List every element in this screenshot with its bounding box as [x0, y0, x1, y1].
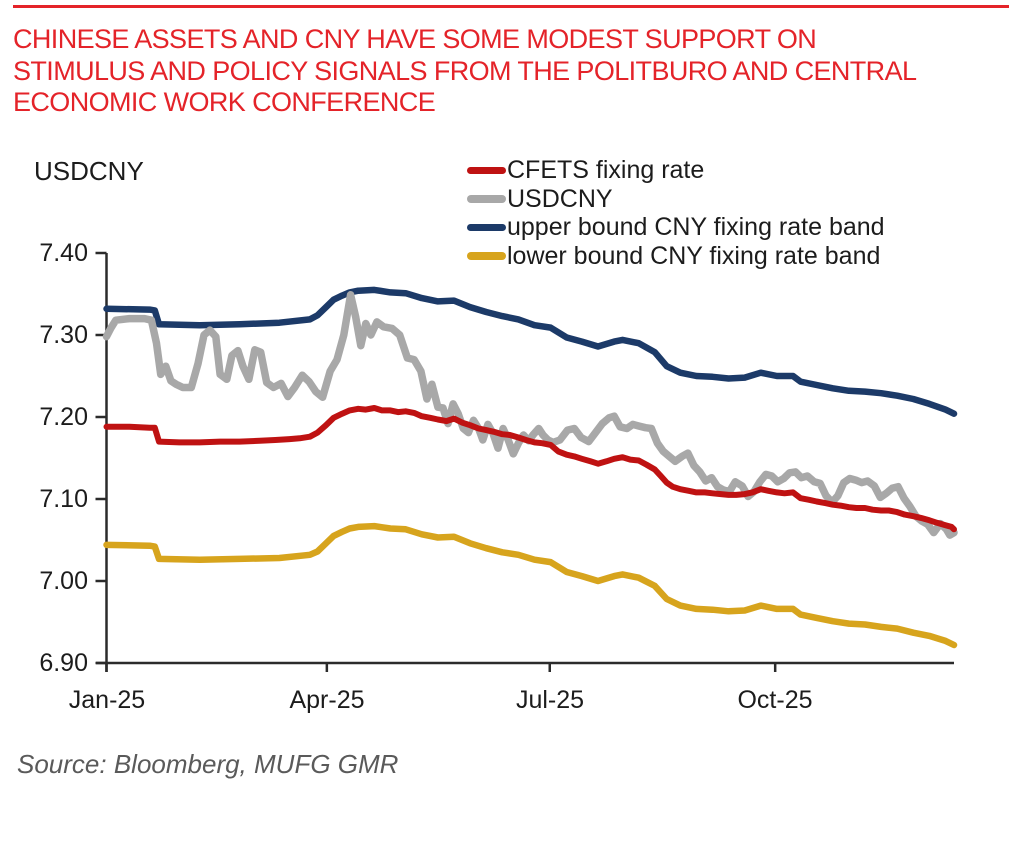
- report-title: CHINESE ASSETS AND CNY HAVE SOME MODEST …: [13, 24, 993, 119]
- legend-item-cfets-fixing-rate: CFETS fixing rate: [467, 156, 885, 184]
- line-chart: [95, 251, 958, 672]
- source-note: Source: Bloomberg, MUFG GMR: [17, 749, 399, 779]
- legend-item-lower-bound: lower bound CNY fixing rate band: [467, 241, 885, 270]
- legend-item-upper-bound: upper bound CNY fixing rate band: [467, 213, 885, 241]
- x-tick-label-oct25: Oct-25: [737, 686, 813, 714]
- y-tick-label-720: 7.20: [39, 403, 88, 431]
- legend-marker-lower-bound: [467, 252, 506, 260]
- series-line-upper-bound-cny-fixing-rate-band: [103, 286, 958, 417]
- y-tick-label-710: 7.10: [39, 485, 88, 513]
- legend-label-cfets-fixing-rate: CFETS fixing rate: [507, 156, 705, 184]
- y-tick-label-740: 7.40: [39, 239, 88, 267]
- chart-legend: CFETS fixing rate USDCNY upper bound CNY…: [467, 156, 885, 270]
- series-line-usdcny: [102, 291, 958, 539]
- y-tick-label-700: 7.00: [39, 567, 88, 595]
- legend-label-lower-bound: lower bound CNY fixing rate band: [507, 241, 881, 270]
- y-tick-label-690: 6.90: [39, 649, 88, 677]
- x-tick-label-jan25: Jan-25: [68, 686, 146, 714]
- legend-label-usdcny: USDCNY: [507, 184, 613, 213]
- legend-label-upper-bound: upper bound CNY fixing rate band: [507, 213, 885, 241]
- y-tick-label-730: 7.30: [39, 321, 88, 349]
- x-tick-label-apr25: Apr-25: [289, 686, 365, 714]
- x-tick-label-jul25: Jul-25: [515, 686, 585, 714]
- report-title-line-2: STIMULUS AND POLICY SIGNALS FROM THE POL…: [13, 55, 917, 86]
- legend-item-usdcny: USDCNY: [467, 184, 885, 213]
- report-title-line-3: ECONOMIC WORK CONFERENCE: [13, 87, 436, 117]
- legend-marker-upper-bound: [467, 223, 506, 232]
- series-line-lower-bound-cny-fixing-rate-band: [103, 522, 958, 649]
- legend-marker-usdcny: [467, 195, 506, 203]
- report-title-line-1: CHINESE ASSETS AND CNY HAVE SOME MODEST …: [13, 24, 817, 54]
- series-line-cfets-fixing-rate: [103, 405, 957, 533]
- legend-marker-cfets-fixing-rate: [467, 166, 506, 175]
- chart-axis-title: USDCNY: [34, 156, 144, 186]
- top-rule: [13, 5, 1009, 8]
